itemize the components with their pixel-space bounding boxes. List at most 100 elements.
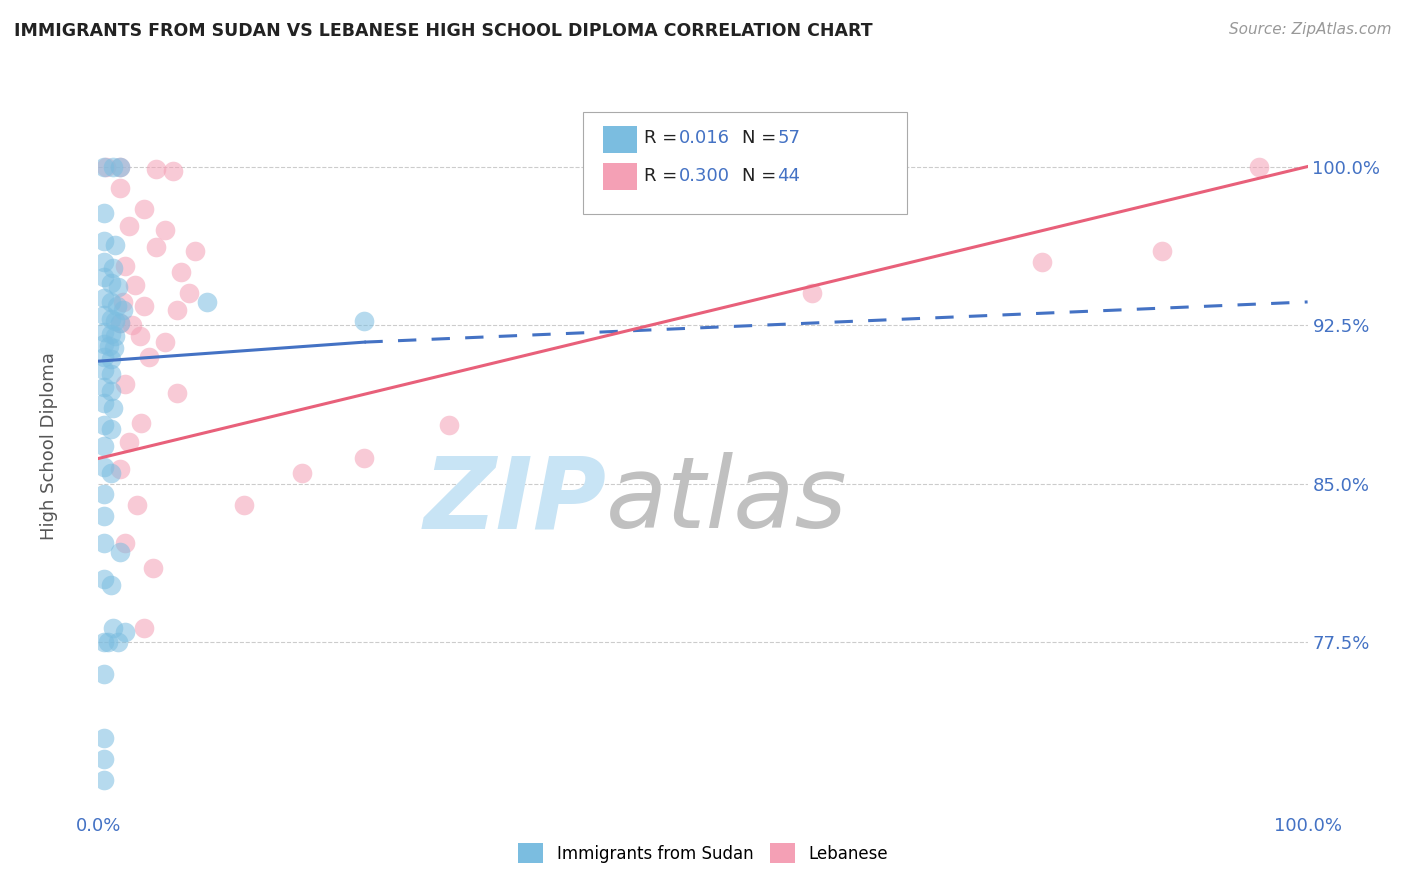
Point [93, 396, 115, 410]
Point [114, 259, 136, 273]
Point [107, 280, 129, 294]
Point [179, 286, 201, 301]
Point [1152, 244, 1174, 259]
Text: 0.016: 0.016 [679, 129, 730, 147]
Point [100, 422, 122, 436]
Point [93, 536, 115, 550]
Point [290, 467, 312, 481]
Point [93, 417, 115, 432]
Point [104, 314, 127, 328]
Point [101, 160, 124, 174]
Point [101, 621, 124, 635]
Point [114, 536, 136, 550]
Text: R =: R = [644, 129, 683, 147]
Point [232, 498, 254, 512]
Point [134, 621, 156, 635]
Point [93, 731, 115, 745]
Point [134, 202, 156, 216]
Point [108, 544, 131, 558]
Point [93, 160, 115, 174]
Point [107, 635, 129, 649]
Point [437, 417, 460, 432]
Text: R =: R = [644, 167, 683, 185]
Point [127, 498, 149, 512]
Legend: Immigrants from Sudan, Lebanese: Immigrants from Sudan, Lebanese [512, 837, 894, 870]
Point [100, 578, 122, 592]
Point [93, 487, 115, 501]
Point [100, 467, 122, 481]
Point [108, 316, 131, 330]
Point [93, 439, 115, 453]
Text: N =: N = [742, 129, 782, 147]
Point [100, 384, 122, 398]
Point [93, 362, 115, 376]
Point [153, 335, 176, 350]
Point [93, 772, 115, 787]
Point [124, 278, 146, 293]
Point [93, 350, 115, 364]
Text: ZIP: ZIP [423, 452, 606, 549]
Text: 57: 57 [778, 129, 800, 147]
Point [118, 434, 141, 449]
Point [108, 160, 131, 174]
Point [93, 325, 115, 339]
Point [100, 367, 122, 381]
Text: N =: N = [742, 167, 782, 185]
Point [93, 635, 115, 649]
Point [93, 379, 115, 393]
Point [129, 416, 152, 430]
Point [145, 161, 167, 176]
Point [114, 377, 136, 392]
Point [162, 163, 184, 178]
Text: 44: 44 [778, 167, 800, 185]
Text: atlas: atlas [606, 452, 848, 549]
Point [101, 401, 124, 415]
Point [128, 328, 150, 343]
Point [93, 308, 115, 322]
Point [100, 311, 122, 326]
Point [121, 318, 143, 333]
Point [104, 237, 127, 252]
Point [93, 459, 115, 474]
Point [1031, 254, 1053, 268]
Point [111, 303, 134, 318]
Text: IMMIGRANTS FROM SUDAN VS LEBANESE HIGH SCHOOL DIPLOMA CORRELATION CHART: IMMIGRANTS FROM SUDAN VS LEBANESE HIGH S… [14, 22, 873, 40]
Point [111, 294, 134, 309]
Text: Source: ZipAtlas.com: Source: ZipAtlas.com [1229, 22, 1392, 37]
Point [353, 451, 375, 466]
Point [100, 294, 122, 309]
Point [184, 244, 207, 259]
Point [93, 206, 115, 220]
Text: High School Diploma: High School Diploma [41, 352, 58, 540]
Point [145, 240, 167, 254]
Point [134, 299, 156, 313]
Point [103, 342, 125, 356]
Point [108, 462, 131, 476]
Point [98, 339, 121, 353]
Point [93, 269, 115, 284]
Point [93, 254, 115, 268]
Point [104, 328, 127, 343]
Point [93, 752, 115, 766]
Point [93, 508, 115, 523]
Point [108, 316, 131, 330]
Point [114, 624, 136, 639]
Point [93, 291, 115, 305]
Point [800, 286, 823, 301]
Point [97, 635, 120, 649]
Point [138, 350, 160, 364]
Point [353, 314, 375, 328]
Point [100, 326, 122, 341]
Point [93, 572, 115, 586]
Point [100, 276, 122, 290]
Point [1249, 160, 1271, 174]
Point [166, 303, 188, 318]
Point [166, 385, 188, 400]
Point [169, 265, 191, 279]
Point [153, 223, 176, 237]
Text: 0.300: 0.300 [679, 167, 730, 185]
Point [108, 180, 131, 194]
Point [94, 160, 117, 174]
Point [93, 667, 115, 681]
Point [108, 160, 131, 174]
